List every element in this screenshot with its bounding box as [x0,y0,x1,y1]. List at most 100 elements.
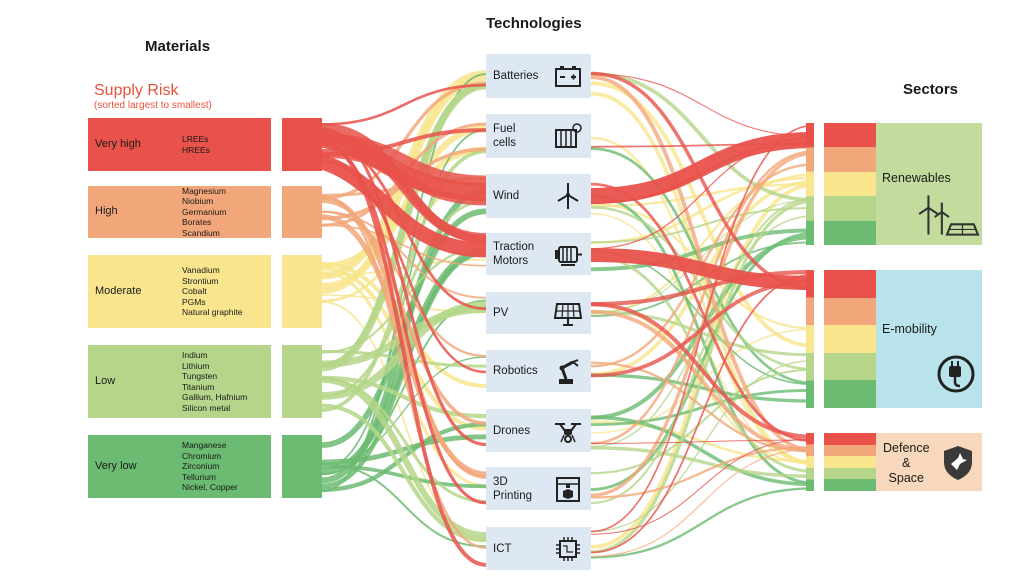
flow-link [590,194,815,485]
material-name: Vanadium [182,265,220,276]
sector-label: E-mobility [882,322,937,336]
flow-link [590,182,815,208]
material-name: Tellurium [182,471,217,482]
material-name: Silicon metal [182,402,231,413]
sector-inlet-bar [806,297,814,326]
flow-link [590,199,815,554]
material-name: Borates [182,217,212,228]
wind-solar-icon [918,195,980,236]
sector-risk-segment [824,297,876,326]
sector-inlet-bar [806,380,814,408]
material-name: Natural graphite [182,307,243,318]
material-name: Germanium [182,206,227,217]
wind-turbine-icon [557,183,579,209]
flow-link [590,150,815,445]
flow-link [590,132,815,204]
material-outlet-bar [282,118,322,171]
material-name: Chromium [182,450,222,461]
flow-link [590,368,815,475]
risk-box-low: Low Indium Lithium Tungsten Titanium Gallium,… [88,345,271,418]
sector-risk-segment [824,479,876,491]
technology-box: Drones [486,409,591,452]
material-name: Nickel, Copper [182,482,238,493]
sector-box: E-mobility [876,270,982,408]
flow-link [590,254,815,473]
sectors-header: Sectors [903,81,959,98]
flow-links [281,70,815,567]
sector-inlet-bar [806,433,814,445]
technology-label: 3D Printing [493,475,532,502]
flow-link [590,199,815,314]
material-name: Cobalt [182,286,207,297]
materials-header: Materials [145,38,211,55]
technology-box: 3D Printing [486,467,591,510]
flow-link [590,310,815,357]
flow-link [321,83,487,126]
material-name: Niobium [182,196,214,207]
sector-risk-segment [824,123,876,148]
flow-link [321,403,487,543]
material-name: Scandium [182,227,220,238]
material-name: Zirconium [182,461,220,472]
charging-plug-icon [937,355,975,393]
flow-link [590,73,815,137]
solar-panel-icon [553,303,583,326]
technology-box: Traction Motors [486,233,591,275]
flow-link [590,445,815,499]
material-name: LREEs [182,134,209,144]
risk-material-list: Vanadium Strontium Cobalt PGMs Natural graph… [182,265,242,318]
flow-link [590,359,815,533]
technology-label: Wind [493,190,520,202]
sector-inlet-bar [806,352,814,381]
flow-link [590,448,815,557]
battery-icon [555,66,581,87]
sector-inlet-bar [806,325,814,353]
sector-label: Defence & Space [883,441,930,485]
technology-box: ICT [486,527,591,570]
sector-risk-segment [824,467,876,480]
flow-link [321,271,487,488]
technology-box: Wind [486,174,591,218]
sector-inlet-bar [806,467,814,480]
sector-inlet-bar [806,456,814,468]
flow-link [590,173,815,315]
flow-link [321,210,487,299]
flow-link [590,270,815,307]
risk-material-list: Magnesium Niobium Germanium Borates Scandium [182,186,226,239]
sector-risk-segment [824,220,876,245]
risk-box-very-high: Very high LREEs HREEs [88,118,271,171]
technology-label: Drones [493,424,531,437]
flow-link [590,446,815,478]
flow-link [590,415,815,487]
technology-box: Fuel cells [486,114,591,158]
sector-risk-segment [824,270,876,298]
risk-level-label: High [95,205,118,217]
technology-box: Batteries [486,54,591,98]
flow-link [590,361,815,453]
electric-motor-icon [555,246,582,266]
sector-risk-segment [824,196,876,221]
flow-link [321,376,487,539]
3d-printer-icon [556,476,580,502]
flow-link [590,151,815,497]
flow-link [590,439,815,444]
sector-inlet-bar [806,444,814,457]
risk-box-very-low: Very low Manganese Chromium Zirconium Tellur… [88,435,271,498]
material-name: Indium [182,350,208,360]
sector-inlet-bar [806,196,814,221]
material-name: HREEs [182,144,210,155]
shield-bird-icon [944,446,972,480]
material-outlet-bar [282,255,322,328]
risk-box-high: High Magnesium Niobium Germanium Borates Scan… [88,186,271,238]
technology-label: ICT [493,542,512,555]
robot-arm-icon [559,359,579,384]
material-outlet-bar [282,345,322,418]
flow-link [590,248,815,290]
flow-link [590,273,815,554]
flow-link [321,140,487,567]
flow-link [590,207,815,244]
sector-inlet-bar [806,220,814,245]
sector-risk-segment [824,325,876,353]
technology-label: Batteries [493,70,539,82]
